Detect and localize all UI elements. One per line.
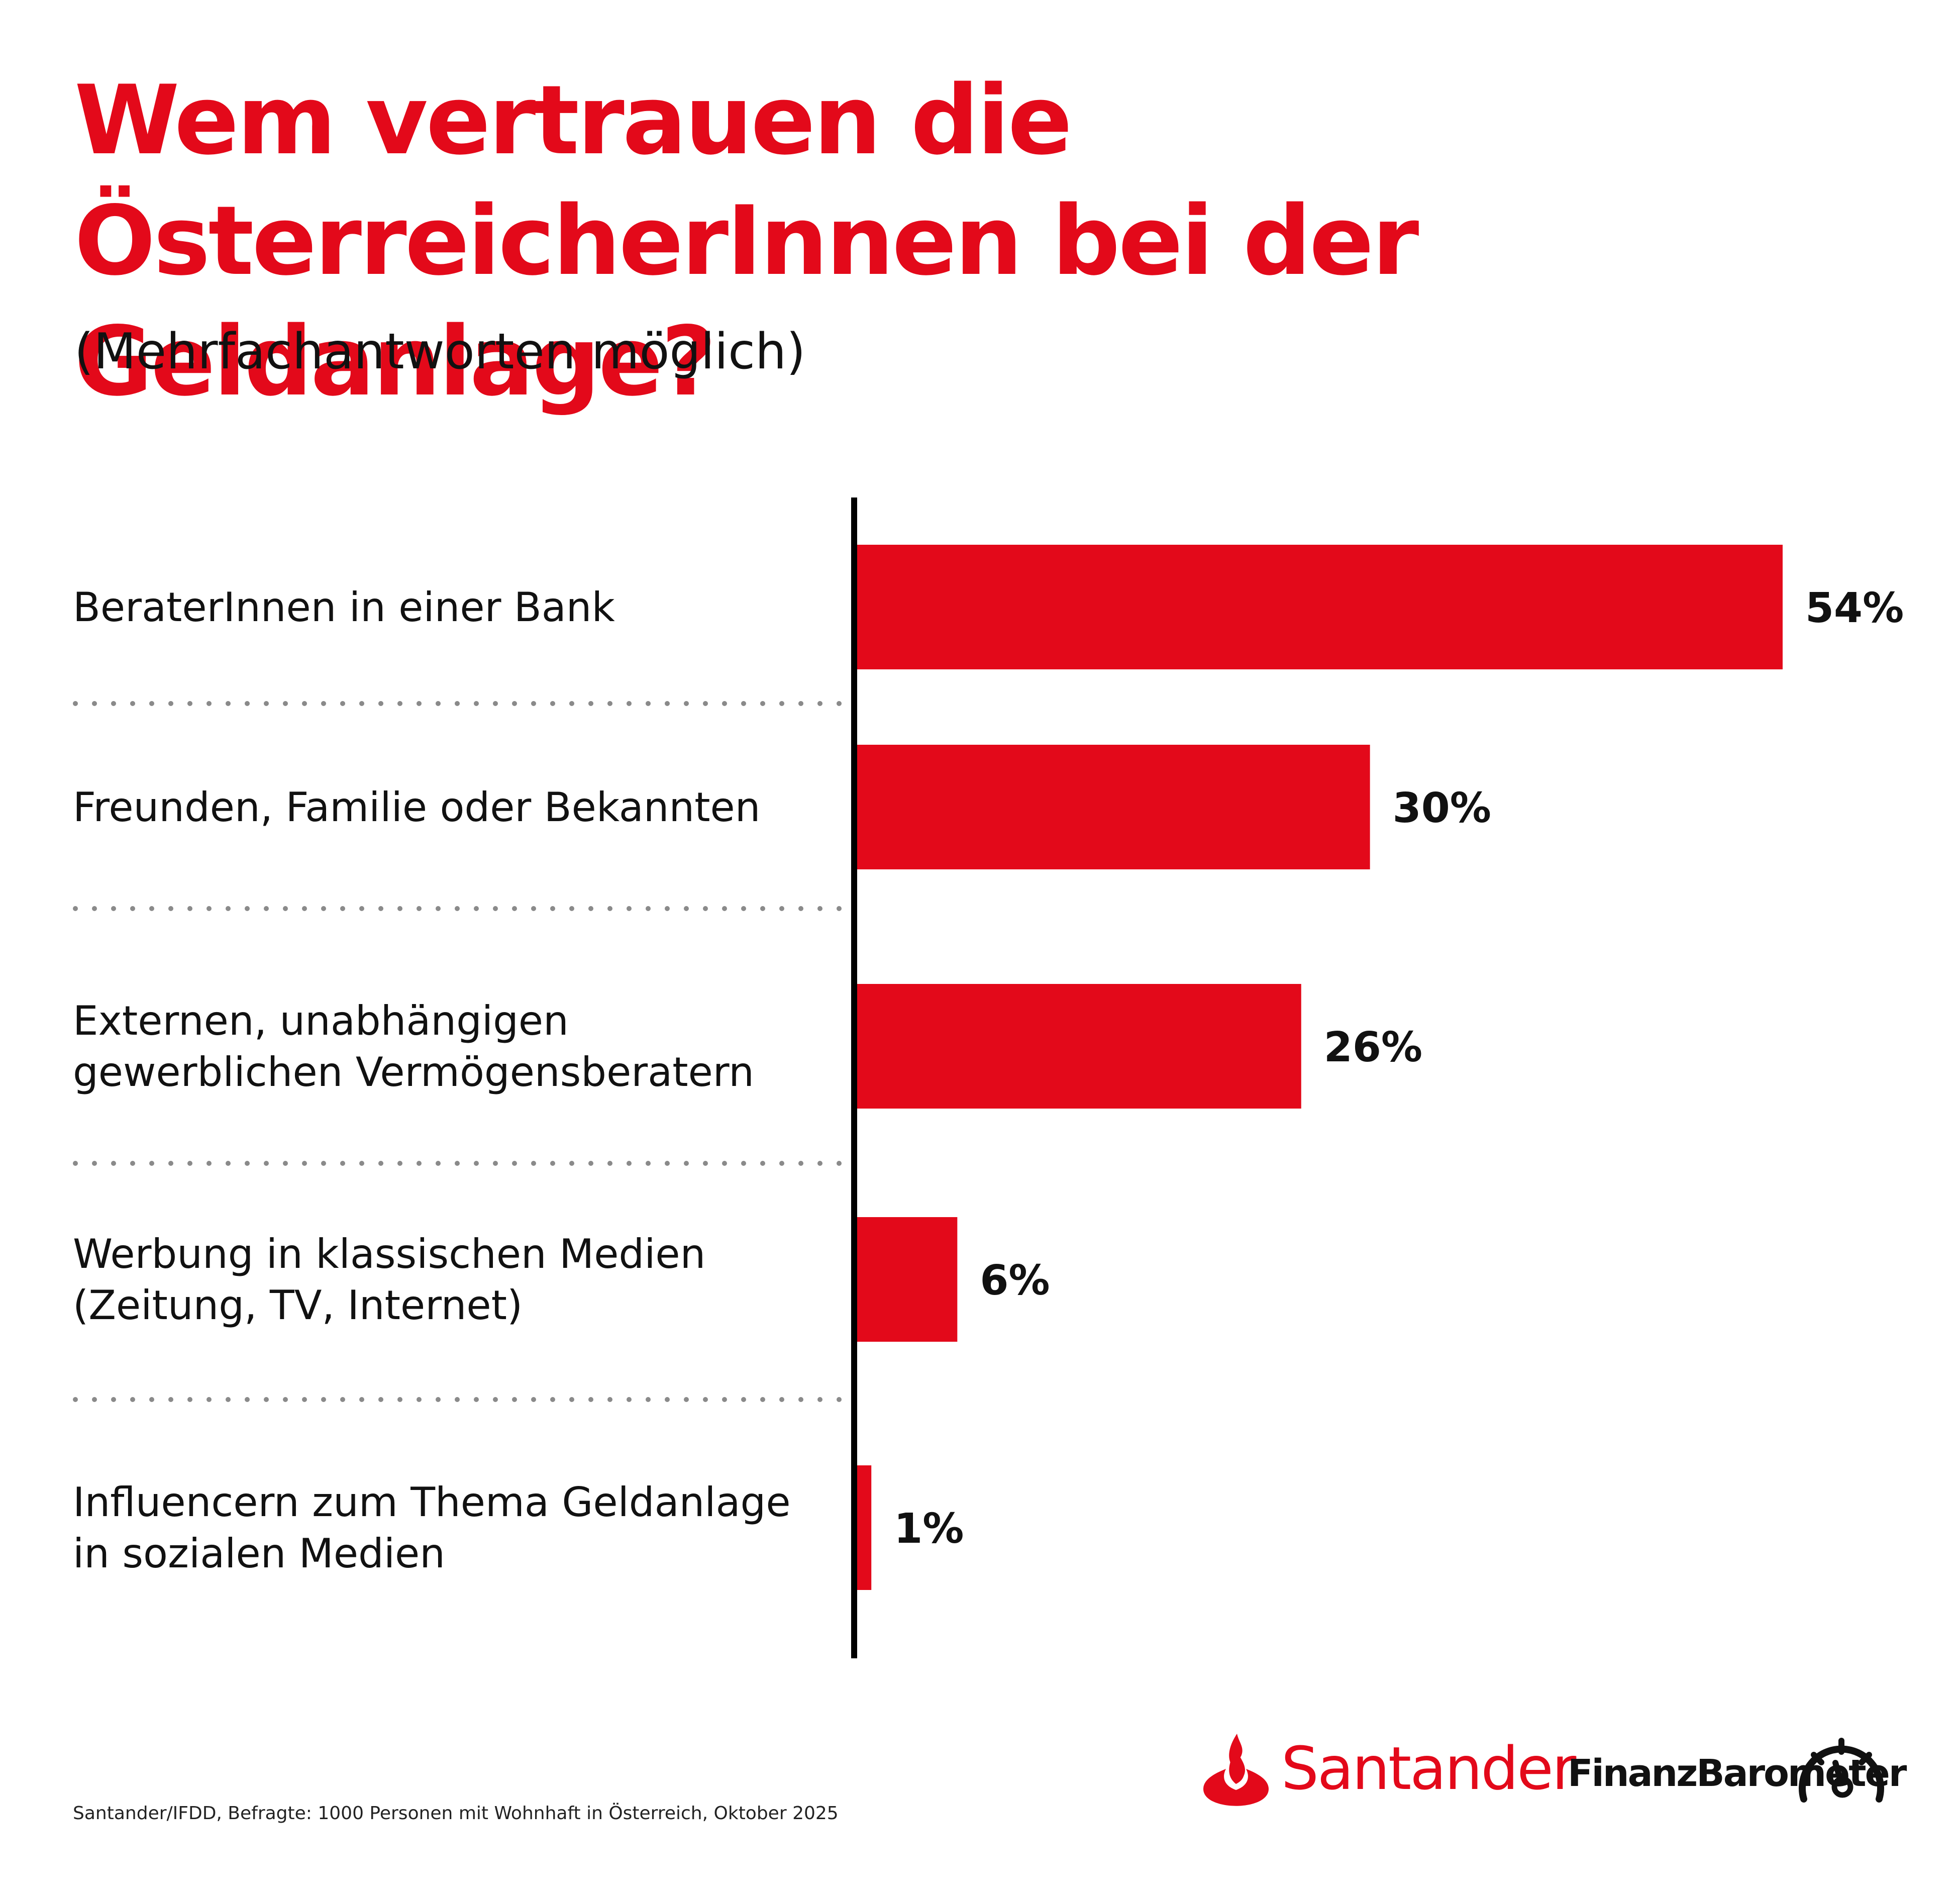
value-label-1: 54% [1805, 584, 1904, 632]
category-label-2: Freunden, Familie oder Bekannten [73, 784, 760, 831]
bar-1 [854, 545, 1783, 669]
value-label-3: 26% [1324, 1024, 1422, 1071]
brand-logo: Santander FinanzBarometer [1196, 1729, 1909, 1829]
category-label-5: Influencern zum Thema Geldanlage in sozia… [73, 1479, 791, 1577]
speedometer-icon [1799, 1738, 1884, 1803]
santander-flame-icon [1203, 1734, 1269, 1806]
category-label-3: Externen, unabhängigen gewerblichen Vermö… [73, 998, 754, 1095]
bar-2 [854, 745, 1370, 869]
value-label-4: 6% [980, 1257, 1050, 1305]
category-label-4: Werbung in klassischen Medien (Zeitung, T… [73, 1231, 705, 1329]
bar-chart: 54% BeraterInnen in einer Bank 30% Freunden… [73, 497, 1904, 1658]
value-label-5: 1% [894, 1505, 964, 1553]
category-label-1: BeraterInnen in einer Bank [73, 584, 615, 631]
bar-4 [854, 1217, 958, 1342]
value-label-2: 30% [1393, 784, 1491, 832]
bar-3 [854, 984, 1301, 1109]
chart-subtitle: (Mehrfachantworten möglich) [74, 323, 806, 380]
brand-name: Santander [1281, 1734, 1576, 1803]
chart-title: Wem vertrauen die ÖsterreicherInnen bei … [74, 65, 1419, 417]
source-note: Santander/IFDD, Befragte: 1000 Personen … [73, 1803, 839, 1824]
